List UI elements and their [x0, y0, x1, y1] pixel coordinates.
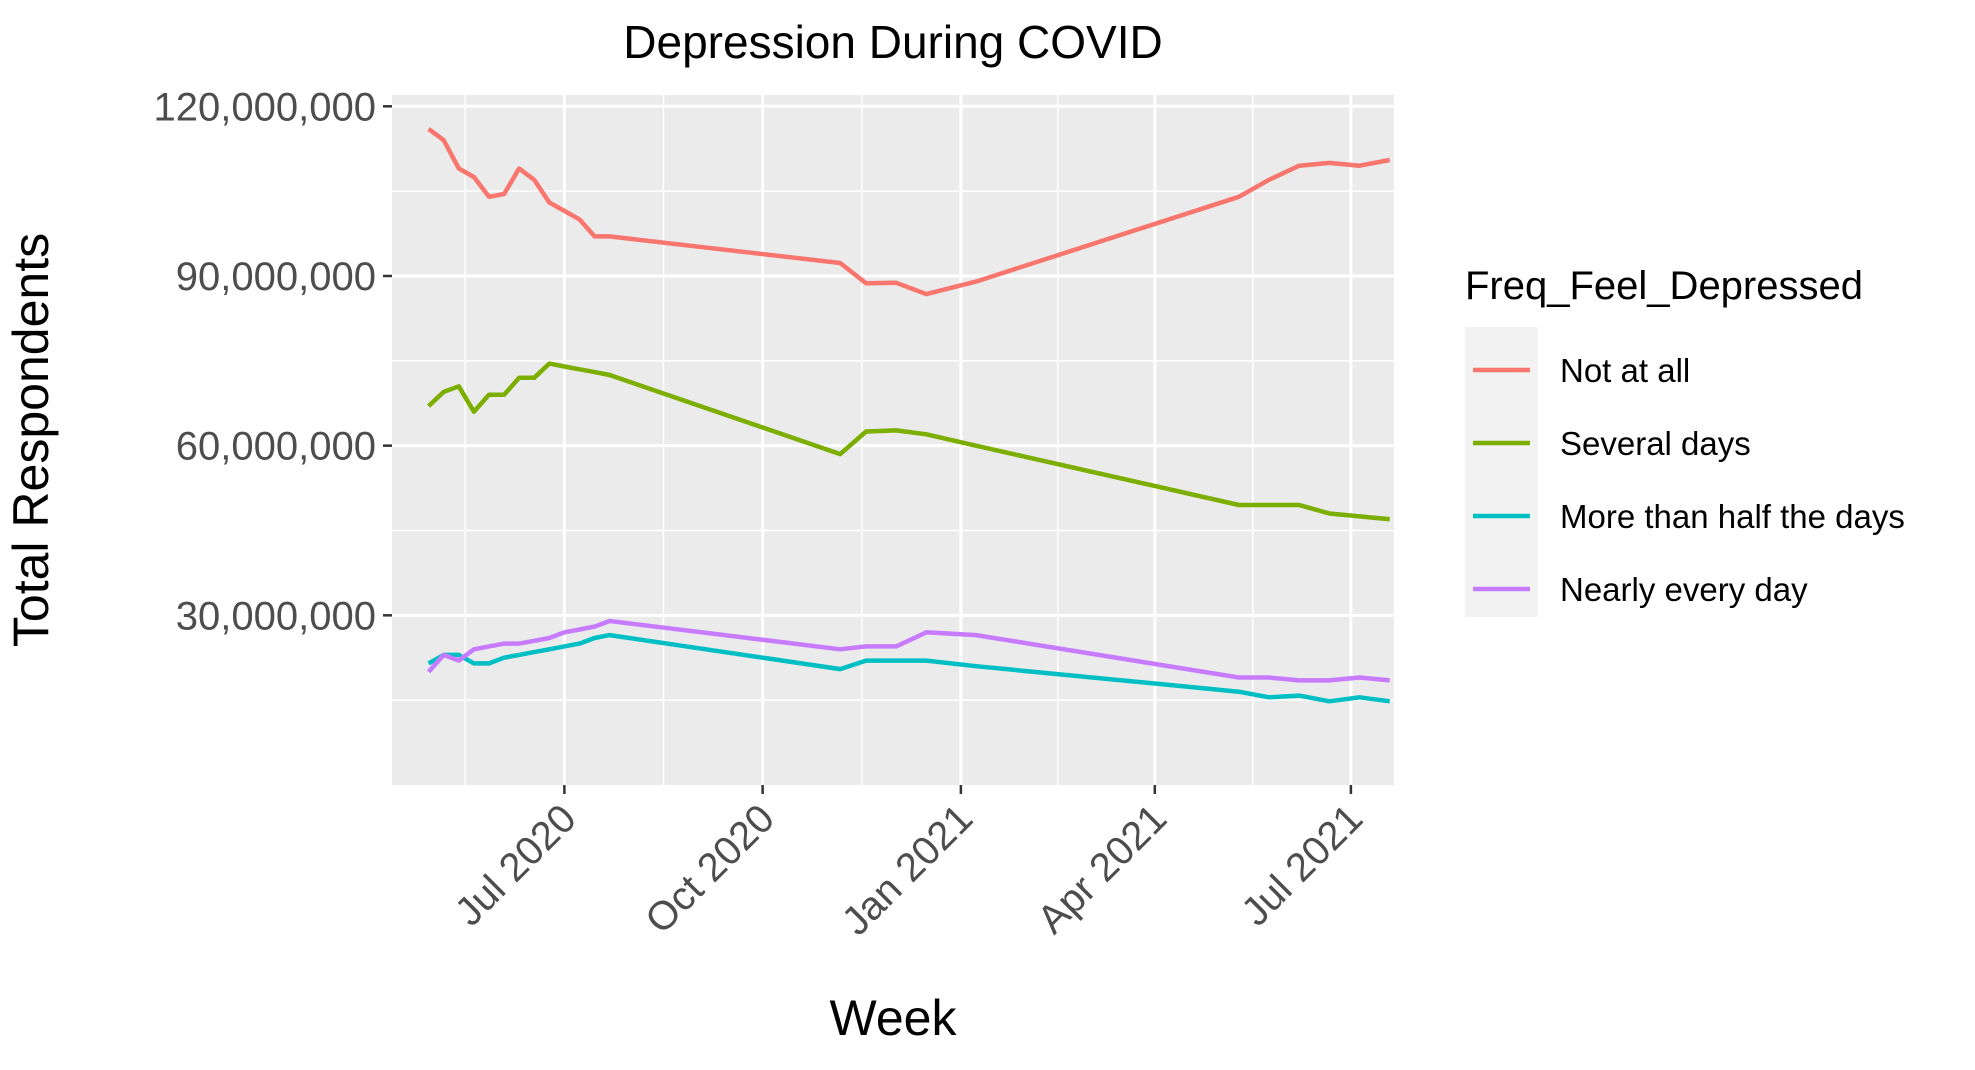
- x-tick-label: Apr 2021: [1029, 796, 1175, 942]
- x-tick-label: Jul 2021: [1233, 796, 1371, 934]
- x-tick-label: Jan 2021: [834, 796, 981, 943]
- legend-label: Not at all: [1560, 352, 1690, 389]
- chart-title: Depression During COVID: [623, 16, 1162, 68]
- x-axis-title: Week: [830, 990, 958, 1046]
- series-line: [426, 618, 1390, 683]
- series-line: [427, 127, 1391, 297]
- y-axis-title: Total Respondents: [3, 233, 59, 647]
- series-line: [427, 632, 1390, 704]
- y-tick-label: 30,000,000: [176, 594, 376, 638]
- legend-items: Not at all Several days More than half the…: [1473, 352, 1905, 608]
- x-tick-label: Oct 2020: [637, 796, 783, 942]
- plot-panel: [392, 95, 1394, 785]
- y-axis: 30,000,000 60,000,000 90,000,000 120,000,00…: [154, 85, 392, 638]
- series-layer: [426, 127, 1391, 704]
- legend: Freq_Feel_Depressed Not at all Several da…: [1465, 264, 1905, 617]
- grid-minor: [392, 95, 1394, 785]
- x-axis: Jul 2020 Oct 2020 Jan 2021 Apr 2021 Jul 2021: [447, 785, 1371, 944]
- legend-label: More than half the days: [1560, 498, 1905, 535]
- y-tick-label: 60,000,000: [176, 425, 376, 469]
- y-tick-label: 120,000,000: [154, 85, 376, 129]
- legend-label: Several days: [1560, 425, 1751, 462]
- y-tick-label: 90,000,000: [176, 255, 376, 299]
- legend-key-background: [1465, 327, 1538, 617]
- legend-title: Freq_Feel_Depressed: [1465, 264, 1863, 308]
- series-line: [427, 361, 1390, 522]
- legend-label: Nearly every day: [1560, 571, 1808, 608]
- grid-major: [392, 95, 1394, 785]
- x-tick-label: Jul 2020: [447, 796, 585, 934]
